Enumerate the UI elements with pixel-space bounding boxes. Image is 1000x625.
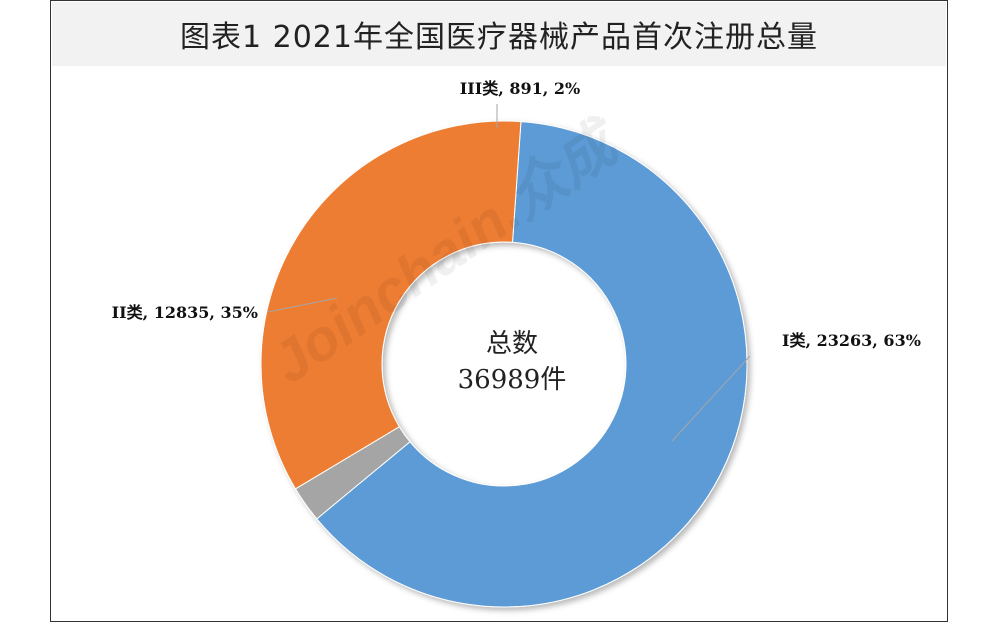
- leader-line-1: [671, 355, 751, 442]
- center-label: 总数: [486, 329, 538, 359]
- leader-line-3: [267, 297, 338, 313]
- pie-slice-1: [316, 121, 748, 608]
- chart-title: 图表1 2021年全国医疗器械产品首次注册总量: [52, 2, 946, 66]
- slice-label-2: III类, 891, 2%: [460, 79, 580, 98]
- slice-label-1: I类, 23263, 63%: [782, 331, 921, 350]
- center-value: 36989件: [458, 365, 567, 395]
- slice-label-3: II类, 12835, 35%: [112, 303, 258, 322]
- pie-slice-3: [260, 120, 522, 490]
